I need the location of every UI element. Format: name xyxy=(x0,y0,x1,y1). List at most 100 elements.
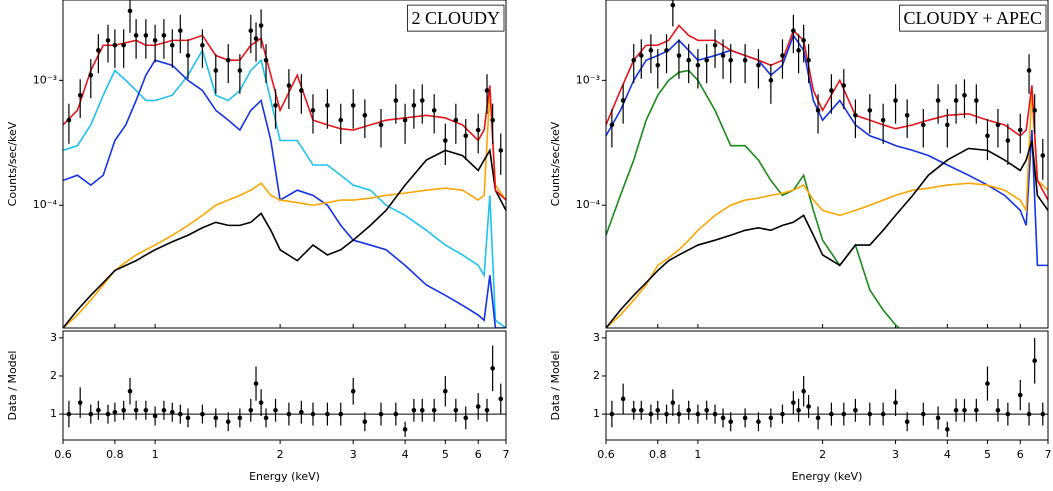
ratio-point xyxy=(631,407,637,413)
data-point xyxy=(995,122,1001,128)
ratio-point xyxy=(143,407,149,413)
ratio-point xyxy=(920,411,926,417)
data-point xyxy=(338,117,344,123)
data-point xyxy=(96,48,101,53)
ratio-point xyxy=(225,419,231,425)
ratio-point xyxy=(200,411,205,417)
data-point xyxy=(77,92,83,98)
ratio-point xyxy=(77,400,83,405)
ratio-point xyxy=(880,411,886,417)
ratio-point xyxy=(609,411,615,417)
ratio-point xyxy=(490,366,495,371)
x-tick-label: 2 xyxy=(277,448,284,461)
ratio-point xyxy=(1017,392,1023,398)
data-point xyxy=(200,42,205,48)
data-point xyxy=(161,33,167,38)
data-point xyxy=(953,98,959,103)
ratio-point xyxy=(791,400,796,405)
x-tick-label: 3 xyxy=(350,448,357,461)
ratio-points xyxy=(63,345,506,437)
data-point xyxy=(248,28,254,33)
data-point xyxy=(920,122,926,128)
ratio-point xyxy=(742,415,748,421)
model-curve xyxy=(63,34,506,201)
data-point xyxy=(935,98,941,103)
ratio-point xyxy=(664,411,669,417)
ratio-point xyxy=(338,411,344,417)
data-point xyxy=(780,53,785,58)
data-point xyxy=(213,68,219,73)
ratio-point xyxy=(286,411,292,417)
x-tick-label: 2 xyxy=(819,448,826,461)
data-point xyxy=(1032,108,1037,113)
ratio-point xyxy=(655,407,661,413)
model-curve xyxy=(606,24,1048,201)
ratio-point xyxy=(893,400,898,405)
data-point xyxy=(676,53,682,58)
x-tick-label: 6 xyxy=(1017,448,1024,461)
data-point xyxy=(648,48,654,53)
x-tick-label: 4 xyxy=(944,448,951,461)
ratio-point xyxy=(867,411,873,417)
data-point xyxy=(631,57,637,63)
data-point xyxy=(88,72,94,78)
data-point xyxy=(463,133,469,139)
data-point xyxy=(185,53,191,58)
ratio-point xyxy=(780,411,785,417)
data-point xyxy=(273,103,278,108)
data-point xyxy=(378,122,384,128)
ratio-point xyxy=(768,415,774,421)
data-point xyxy=(66,117,72,123)
ratio-point xyxy=(121,407,126,413)
ratio-points xyxy=(606,337,1048,437)
ratio-point xyxy=(853,407,858,413)
data-point xyxy=(253,36,259,41)
ratio-point xyxy=(704,407,709,413)
data-point xyxy=(655,62,661,68)
ratio-point xyxy=(213,415,219,421)
ratio-y-tick-label: 2 xyxy=(593,369,600,382)
ratio-point xyxy=(695,411,701,417)
ratio-point xyxy=(945,427,950,432)
data-point xyxy=(1040,153,1046,158)
data-point xyxy=(121,42,126,48)
model-curve xyxy=(606,33,1048,267)
data-point xyxy=(768,78,774,83)
data-point xyxy=(796,48,801,53)
data-point xyxy=(393,98,399,103)
data-points xyxy=(609,0,1046,180)
data-point xyxy=(498,148,504,153)
x-axis-label: Energy (keV) xyxy=(792,470,863,483)
data-point xyxy=(664,48,669,53)
data-point xyxy=(310,108,316,113)
data-point xyxy=(867,108,873,113)
ratio-point xyxy=(443,388,448,394)
x-tick-label: 5 xyxy=(442,448,449,461)
ratio-point xyxy=(350,388,356,394)
ratio-point xyxy=(498,396,504,402)
ratio-point xyxy=(796,407,801,413)
title-box xyxy=(899,4,1047,32)
data-point xyxy=(419,98,425,103)
data-point xyxy=(411,103,417,108)
ratio-point xyxy=(105,411,111,417)
data-point xyxy=(829,88,834,93)
data-point xyxy=(112,42,118,48)
data-point xyxy=(712,42,718,48)
model-curve xyxy=(63,48,506,328)
data-point xyxy=(475,127,481,133)
ratio-point xyxy=(1032,358,1037,364)
x-axis-label: Energy (keV) xyxy=(249,470,320,483)
ratio-point xyxy=(127,388,133,394)
x-tick-label: 0.8 xyxy=(106,448,124,461)
x-tick-label: 5 xyxy=(984,448,991,461)
ratio-point xyxy=(620,396,626,402)
data-point xyxy=(686,57,691,63)
ratio-point xyxy=(178,411,183,417)
data-point xyxy=(286,83,292,88)
model-curve xyxy=(606,140,1048,328)
ratio-point xyxy=(299,409,304,415)
data-point xyxy=(490,117,495,123)
x-tick-label: 0.6 xyxy=(54,448,72,461)
data-point xyxy=(620,98,626,103)
